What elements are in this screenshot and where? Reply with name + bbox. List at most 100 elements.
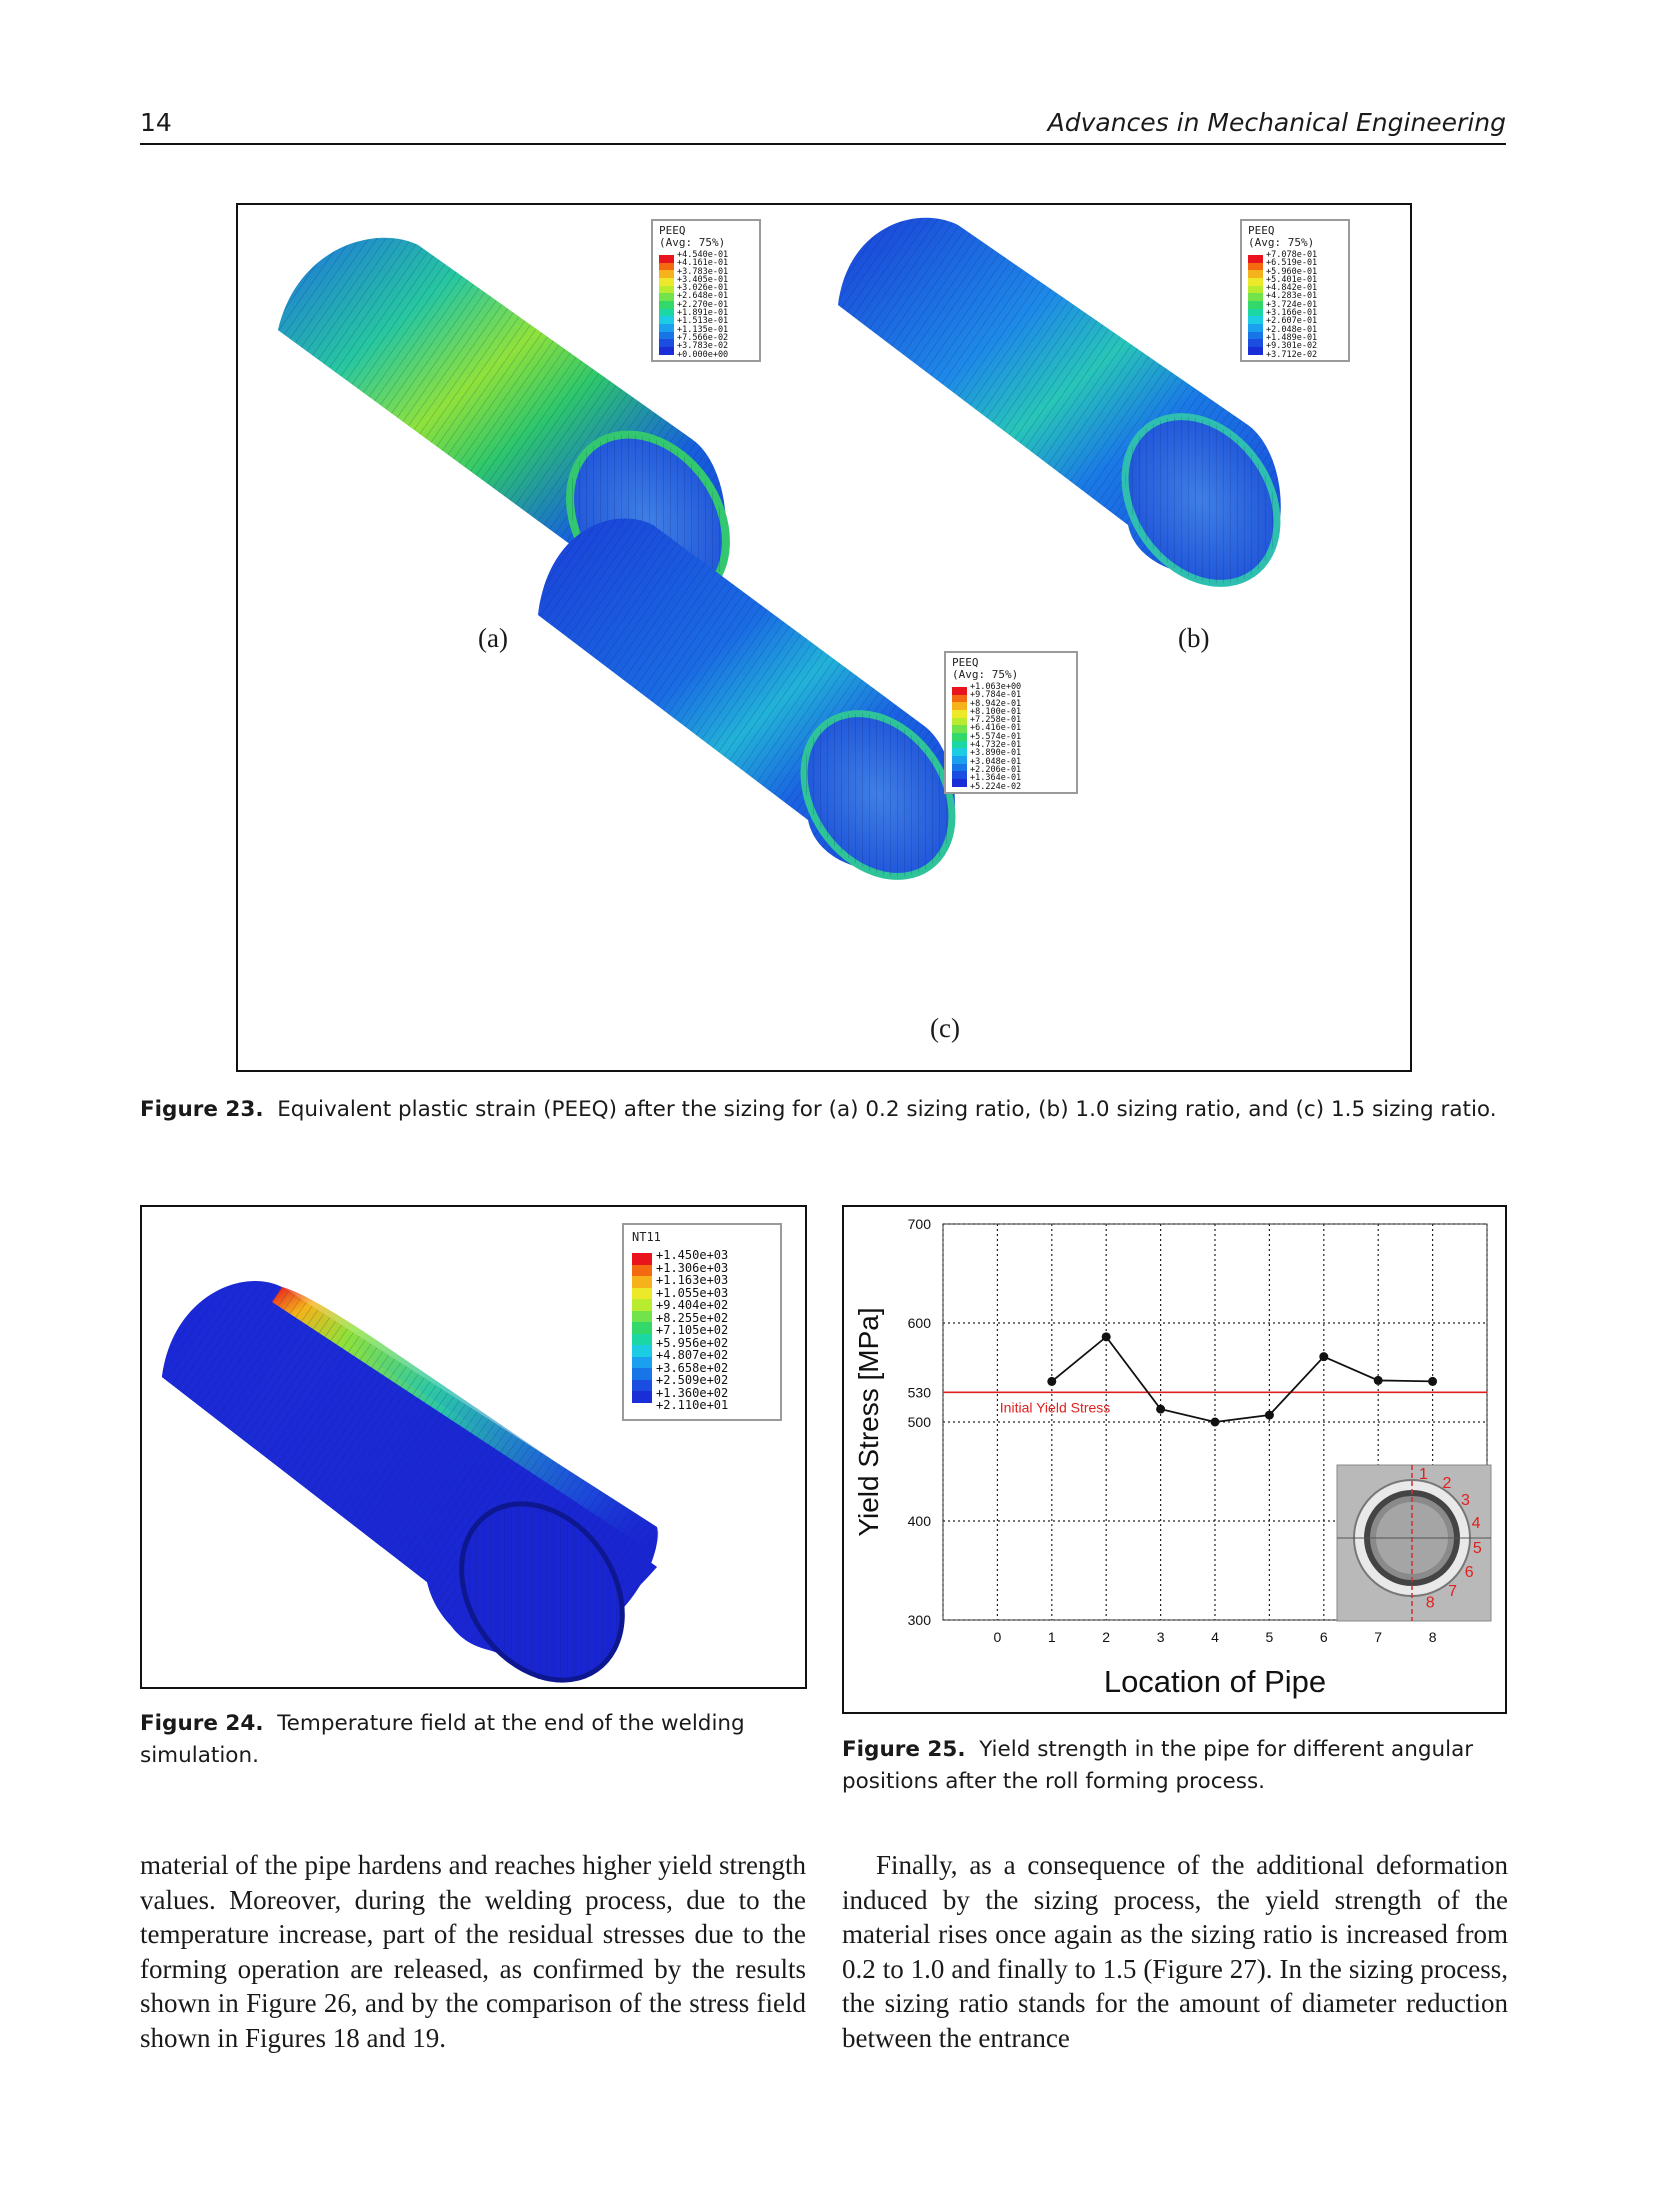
x-tick-label: 2 [1102,1629,1110,1645]
x-tick-label: 8 [1429,1629,1437,1645]
legend-swatch [632,1253,652,1265]
plot-area-border [942,1223,1488,1621]
legend-swatch [659,308,674,317]
legend-swatch [1248,262,1263,271]
legend-c-value: +1.364e-01 [970,773,1022,784]
pipe-section-photo [1336,1464,1492,1622]
y-tick-label: 300 [908,1612,932,1628]
legend-b-value: +2.607e-01 [1266,316,1318,327]
legend-nt11-title: NT11 [632,1230,661,1244]
legend-a-colorbar [659,255,674,355]
legend-a-value: +4.161e-01 [677,258,729,269]
legend-swatch [952,687,967,695]
yield-stress-point [1047,1376,1057,1386]
legend-b-value: +3.166e-01 [1266,308,1318,319]
legend-b-value: +2.048e-01 [1266,324,1318,335]
legend-b-value: +1.489e-01 [1266,332,1318,343]
legend-swatch [952,725,967,733]
legend-c-value: +4.732e-01 [970,740,1022,751]
body-text-left: material of the pipe hardens and reaches… [140,1850,806,2053]
inset-position-label: 3 [1461,1492,1470,1509]
legend-b-value: +5.960e-01 [1266,266,1318,277]
legend-nt11-value: +7.105e+02 [656,1323,729,1337]
panel-label-b: (b) [1178,623,1210,653]
legend-b-value: +4.283e-01 [1266,291,1318,302]
legend-swatch [659,277,674,286]
legend-swatch [952,717,967,726]
inset-position-label: 6 [1465,1564,1474,1581]
legend-b-title: PEEQ [1248,224,1275,237]
legend-swatch [632,1276,652,1288]
legend-nt11-value: +3.658e+02 [656,1360,729,1375]
inset-position-label: 5 [1473,1540,1482,1557]
legend-nt11: NT11 +1.450e+03 +1.306e+03 +1.163e+03 +1… [622,1223,782,1421]
inset-position-label: 4 [1472,1515,1481,1532]
legend-c-value: +9.784e-01 [970,690,1022,701]
legend-nt11-colorbar [632,1253,652,1403]
x-axis-label: Location of Pipe [1104,1664,1326,1699]
yield-stress-point [1101,1332,1111,1342]
legend-c-value: +8.100e-01 [970,706,1022,717]
legend-swatch [1248,316,1263,324]
inset-position-label: 2 [1443,1475,1452,1492]
legend-nt11-value: +4.807e+02 [656,1348,729,1362]
legend-a-value: +2.648e-01 [677,291,729,302]
figure-24-caption: Figure 24. Temperature field at the end … [140,1708,780,1772]
legend-a-value: +7.566e-02 [677,332,729,343]
legend-swatch [1248,285,1263,294]
legend-a-subtitle: (Avg: 75%) [659,236,726,249]
yield-stress-point [1428,1376,1438,1386]
pipe-c-model [538,518,956,880]
legend-b-value: +9.301e-02 [1266,341,1318,352]
legend-c-value: +7.258e-01 [970,715,1022,726]
figure-24-graphic: NT11 +1.450e+03 +1.306e+03 +1.163e+03 +1… [162,1223,782,1683]
legend-a-value: +1.513e-01 [677,316,729,327]
yield-stress-chart: Initial Yield Stress 0 1 2 3 4 5 6 7 83004005005… [853,1216,1492,1699]
legend-c-value: +3.890e-01 [970,748,1022,759]
legend-swatch [659,262,674,271]
y-tick-label: 400 [908,1513,932,1529]
legend-c-colorbar [952,687,967,787]
initial-yield-stress-label: Initial Yield Stress [1000,1399,1111,1415]
legend-swatch [632,1368,652,1380]
legend-swatch [952,755,967,764]
body-text-right: Finally, as a consequence of the additio… [842,1850,1508,2053]
legend-swatch [952,740,967,749]
legend-nt11-value: +2.110e+01 [656,1398,729,1412]
pipe-b-model [838,217,1281,587]
inset-position-label: 7 [1448,1583,1457,1600]
yield-stress-line [1051,1335,1433,1423]
legend-b-value: +3.724e-01 [1266,299,1318,310]
yield-stress-point [1319,1352,1329,1362]
legend-swatch [952,771,967,779]
legend-nt11-value: +1.360e+02 [656,1385,729,1400]
y-tick-label: 530 [908,1384,932,1400]
legend-swatch [1248,323,1263,332]
x-tick-label: 6 [1320,1629,1328,1645]
legend-nt11-value: +1.055e+03 [656,1285,729,1300]
legend-nt11-value: +1.163e+03 [656,1273,729,1287]
legend-c-value: +2.206e-01 [970,764,1022,775]
legend-swatch [659,346,674,355]
legend-a-value: +1.891e-01 [677,308,729,319]
x-tick-label: 3 [1157,1629,1165,1645]
legend-swatch [632,1333,652,1346]
legend-b-value: +7.078e-01 [1266,250,1318,260]
legend-c-value: +5.224e-02 [970,781,1022,792]
legend-a-value: +3.783e-01 [677,266,729,277]
y-tick-label: 500 [908,1414,932,1430]
journal-title: Advances in Mechanical Engineering [1047,108,1506,137]
figure-25-frame: Initial Yield Stress 0 1 2 3 4 5 6 7 8 300 400 500 5… [842,1205,1507,1714]
y-tick-label: 600 [908,1315,932,1331]
yield-stress-point [1156,1404,1166,1414]
legend-nt11-value: +1.450e+03 [656,1248,729,1262]
legend-swatch [952,709,967,718]
y-tick-label: 700 [908,1216,932,1232]
yield-stress-point [1210,1417,1220,1427]
figure-24-caption-label: Figure 24. [140,1711,264,1736]
yield-stress-point [1264,1410,1274,1420]
inset-position-label: 1 [1419,1466,1428,1483]
legend-swatch [659,331,674,340]
legend-swatch [659,293,674,301]
legend-a-value: +2.270e-01 [677,299,729,310]
